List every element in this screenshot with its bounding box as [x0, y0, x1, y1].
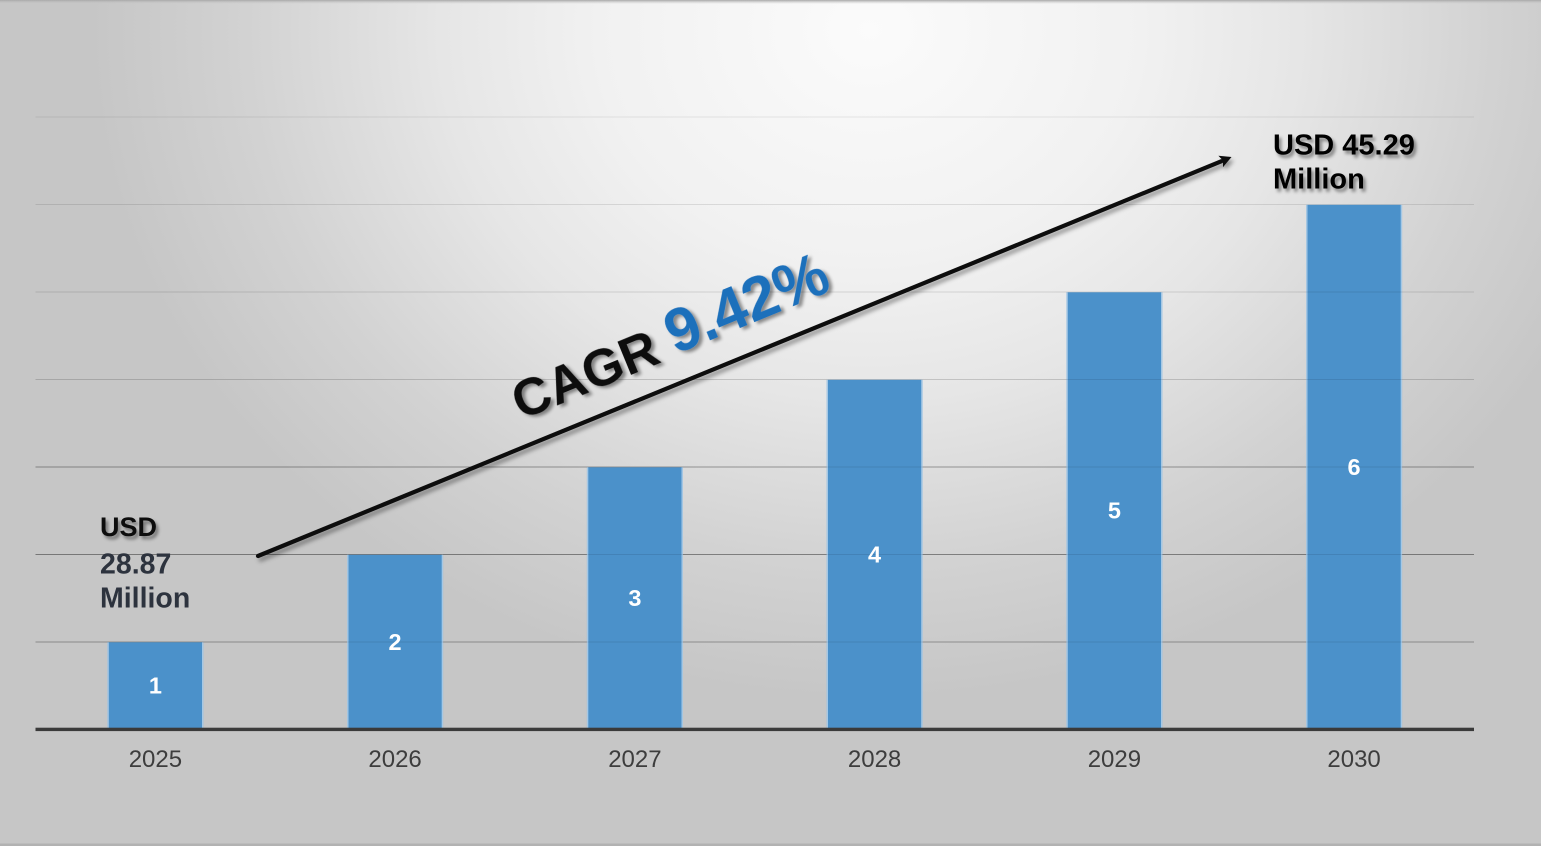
svg-text:4: 4 [868, 541, 881, 567]
svg-text:5: 5 [1108, 498, 1121, 524]
svg-text:USD: USD [100, 512, 157, 542]
svg-text:3: 3 [628, 585, 641, 611]
svg-text:1: 1 [149, 673, 162, 699]
svg-text:2025: 2025 [129, 746, 182, 773]
svg-text:Million: Million [100, 583, 190, 615]
svg-text:2028: 2028 [848, 746, 901, 773]
svg-text:2030: 2030 [1327, 746, 1380, 773]
svg-text:2: 2 [389, 629, 402, 655]
svg-text:Million: Million [1273, 164, 1365, 196]
svg-text:28.87: 28.87 [100, 549, 171, 581]
svg-text:6: 6 [1348, 454, 1361, 480]
svg-text:USD 45.29: USD 45.29 [1273, 130, 1415, 162]
svg-text:2026: 2026 [368, 746, 421, 773]
svg-text:2029: 2029 [1088, 746, 1141, 773]
svg-text:2027: 2027 [608, 746, 661, 773]
